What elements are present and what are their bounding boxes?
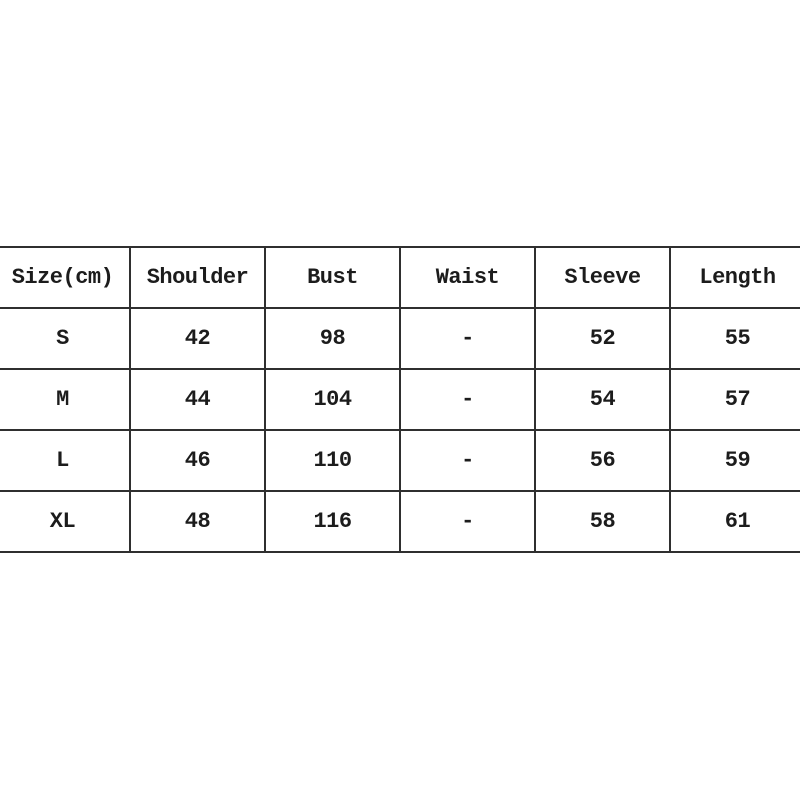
measurement-cell: 57 [669,368,800,431]
column-header-size-cm: Size(cm) [0,246,131,309]
size-label-cell: M [0,368,131,431]
table-header-row: Size(cm) Shoulder Bust Waist Sleeve Length [0,246,800,309]
measurement-cell: - [399,490,536,553]
measurement-cell: - [399,429,536,492]
size-row-s: S 42 98-52 55 [0,307,800,370]
column-header-shoulder: Shoulder [129,246,266,309]
column-header-bust: Bust [264,246,401,309]
measurement-cell: 54 [534,368,671,431]
measurement-cell: - [399,368,536,431]
measurement-cell: 42 [129,307,266,370]
size-label-cell: S [0,307,131,370]
measurement-cell: 61 [669,490,800,553]
measurement-cell: 116 [264,490,401,553]
column-header-length: Length [669,246,800,309]
measurement-cell: 110 [264,429,401,492]
measurement-cell: 56 [534,429,671,492]
measurement-cell: 44 [129,368,266,431]
size-label-cell: XL [0,490,131,553]
measurement-cell: 48 [129,490,266,553]
measurement-cell: 58 [534,490,671,553]
measurement-cell: 46 [129,429,266,492]
measurement-cell: 59 [669,429,800,492]
column-header-waist: Waist [399,246,536,309]
measurement-cell: 55 [669,307,800,370]
size-label-cell: L [0,429,131,492]
measurement-cell: - [399,307,536,370]
size-row-l: L 46 110-56 59 [0,429,800,492]
size-chart-header-row: Size(cm) Shoulder Bust Waist Sleeve Length [0,246,800,309]
size-chart-body: S 42 98-52 55 M 44 104-54 57 L 46 110-56 59 XL 48 116-… [0,307,800,553]
measurement-cell: 52 [534,307,671,370]
size-row-m: M 44 104-54 57 [0,368,800,431]
column-header-sleeve: Sleeve [534,246,671,309]
measurement-cell: 104 [264,368,401,431]
measurement-cell: 98 [264,307,401,370]
size-row-xl: XL 48 116-58 61 [0,490,800,553]
